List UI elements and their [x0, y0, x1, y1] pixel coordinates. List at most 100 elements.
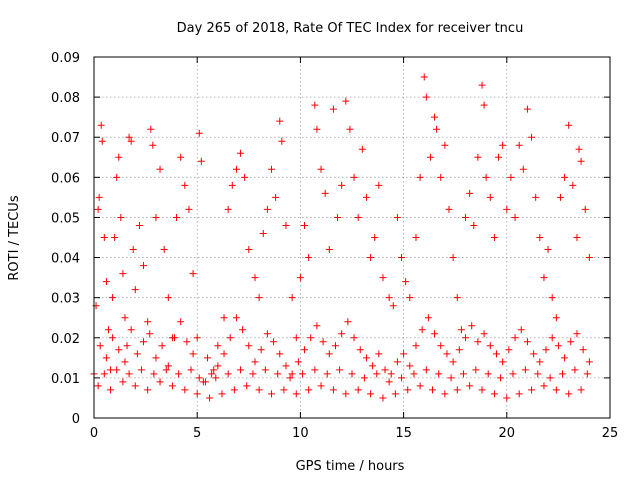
data-point-plus: [577, 157, 585, 165]
data-point-plus: [147, 125, 155, 133]
data-point-plus: [418, 326, 426, 334]
data-point-plus: [393, 213, 401, 221]
data-point-plus: [135, 221, 143, 229]
data-point-plus: [257, 346, 265, 354]
data-point-plus: [149, 141, 157, 149]
data-point-plus: [517, 326, 525, 334]
data-point-plus: [232, 314, 240, 322]
data-point-plus: [189, 270, 197, 278]
grid-lines: [94, 57, 610, 418]
data-point-plus: [109, 294, 117, 302]
data-point-plus: [164, 294, 172, 302]
data-point-plus: [117, 213, 125, 221]
data-point-plus: [125, 370, 133, 378]
data-point-plus: [177, 318, 185, 326]
data-point-plus: [373, 370, 381, 378]
data-point-plus: [162, 366, 170, 374]
data-point-plus: [369, 362, 377, 370]
data-point-plus: [437, 342, 445, 350]
data-point-plus: [540, 382, 548, 390]
data-point-plus: [579, 346, 587, 354]
data-point-plus: [195, 374, 203, 382]
data-point-plus: [389, 302, 397, 310]
data-point-plus: [144, 386, 152, 394]
data-point-plus: [239, 326, 247, 334]
data-point-plus: [490, 390, 498, 398]
data-point-plus: [515, 141, 523, 149]
data-point-plus: [115, 153, 123, 161]
data-point-plus: [468, 322, 476, 330]
data-point-plus: [453, 386, 461, 394]
y-tick-label: 0.05: [51, 211, 80, 226]
y-tick-labels: 0 0.01 0.02 0.03 0.04 0.05 0.06 0.07 0.08 0.09: [51, 51, 80, 427]
chart-title: Day 265 of 2018, Rate Of TEC Index for r…: [177, 21, 524, 36]
data-point-plus: [98, 137, 106, 145]
data-point-plus: [274, 370, 282, 378]
data-point-plus: [534, 370, 542, 378]
axis-ticks: [93, 56, 611, 419]
data-point-plus: [480, 101, 488, 109]
data-point-plus: [263, 205, 271, 213]
data-point-plus: [286, 374, 294, 382]
data-point-plus: [499, 141, 507, 149]
data-point-plus: [245, 342, 253, 350]
data-point-plus: [214, 342, 222, 350]
data-point-plus: [183, 338, 191, 346]
data-point-plus: [140, 338, 148, 346]
data-point-plus: [431, 330, 439, 338]
data-point-plus: [282, 221, 290, 229]
data-point-plus: [385, 378, 393, 386]
data-point-plus: [220, 350, 228, 358]
data-point-plus: [437, 173, 445, 181]
data-point-plus: [127, 326, 135, 334]
data-point-plus: [336, 366, 344, 374]
y-tick-label: 0.04: [51, 252, 80, 267]
data-point-plus: [523, 338, 531, 346]
data-point-plus: [478, 386, 486, 394]
data-point-plus: [398, 374, 406, 382]
data-point-plus: [482, 173, 490, 181]
data-point-plus: [346, 125, 354, 133]
data-point-plus: [375, 350, 383, 358]
data-point-plus: [466, 189, 474, 197]
data-point-plus: [175, 370, 183, 378]
data-point-plus: [381, 366, 389, 374]
data-point-plus: [282, 362, 290, 370]
data-point-plus: [426, 153, 434, 161]
data-point-plus: [100, 234, 108, 241]
data-point-plus: [358, 145, 366, 153]
data-point-plus: [402, 278, 410, 286]
data-point-plus: [391, 390, 399, 398]
data-point-plus: [164, 362, 172, 370]
data-point-plus: [499, 358, 507, 366]
data-point-plus: [301, 346, 309, 354]
data-point-plus: [193, 334, 201, 342]
data-point-plus: [536, 234, 544, 241]
data-point-plus: [443, 350, 451, 358]
y-tick-label: 0.07: [51, 131, 80, 146]
data-points: [90, 73, 593, 402]
data-point-plus: [129, 246, 137, 254]
data-point-plus: [97, 121, 105, 129]
data-point-plus: [505, 346, 513, 354]
data-point-plus: [102, 278, 110, 286]
data-point-plus: [319, 338, 327, 346]
data-point-plus: [393, 358, 401, 366]
data-point-plus: [585, 254, 593, 262]
data-point-plus: [123, 342, 131, 350]
data-point-plus: [530, 350, 538, 358]
data-point-plus: [511, 213, 519, 221]
data-point-plus: [428, 386, 436, 394]
data-point-plus: [121, 358, 129, 366]
data-point-plus: [561, 173, 569, 181]
data-point-plus: [565, 121, 573, 129]
data-point-plus: [107, 366, 115, 374]
data-point-plus: [95, 193, 103, 201]
data-point-plus: [571, 366, 579, 374]
data-point-plus: [561, 354, 569, 362]
data-point-plus: [565, 390, 573, 398]
data-point-plus: [241, 173, 249, 181]
data-point-plus: [189, 350, 197, 358]
data-point-plus: [321, 189, 329, 197]
data-point-plus: [298, 370, 306, 378]
